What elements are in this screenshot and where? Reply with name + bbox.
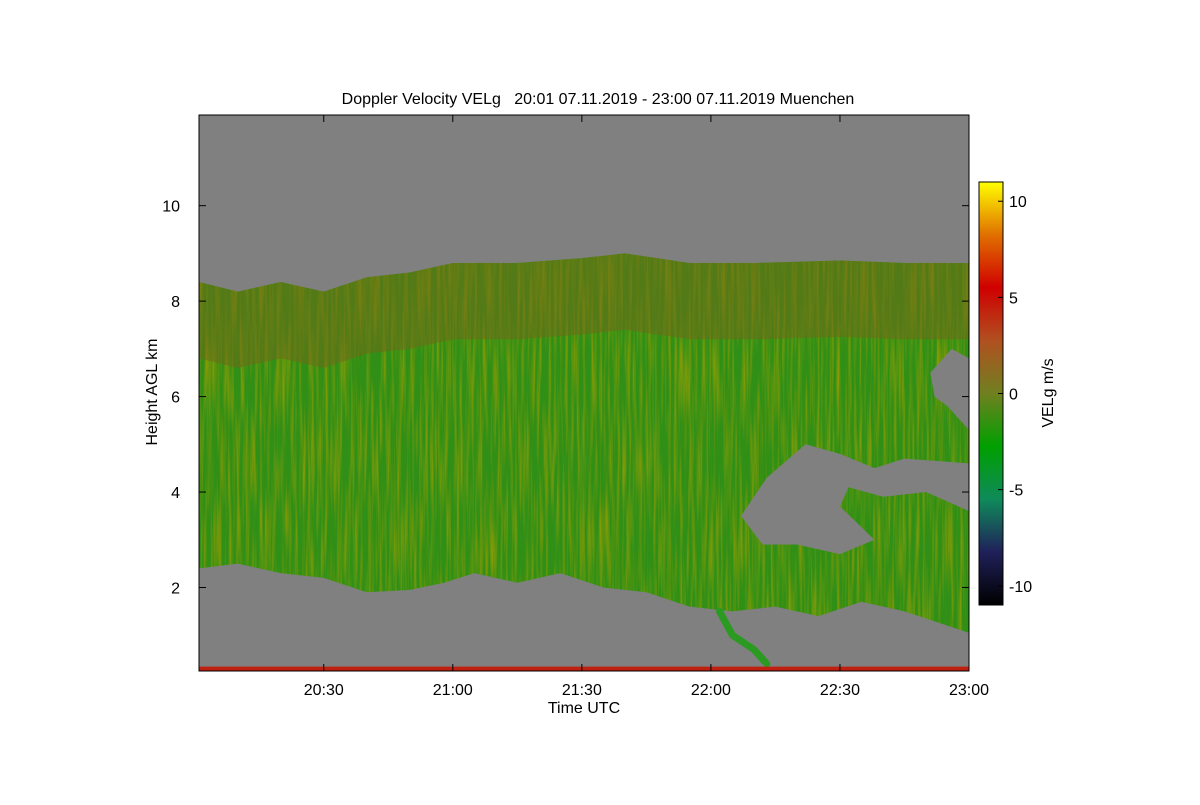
main-cloud-upper-band <box>199 253 969 368</box>
colorbar-tick-label: -5 <box>1009 483 1023 500</box>
x-tick-label: 22:00 <box>691 682 731 699</box>
x-tick-label: 22:30 <box>820 682 860 699</box>
clear-notch-23h <box>930 348 969 430</box>
y-tick-label: 8 <box>171 294 180 311</box>
x-axis: 20:30 21:00 21:30 22:00 22:30 23:00 <box>304 115 989 699</box>
chart-title: Doppler Velocity VELg 20:01 07.11.2019 -… <box>342 91 855 108</box>
x-tick-label: 21:30 <box>562 682 602 699</box>
y-tick-label: 2 <box>171 580 180 597</box>
plot-frame <box>198 114 970 672</box>
colorbar-tick-label: 0 <box>1009 387 1018 404</box>
clear-pocket-22h <box>741 444 969 555</box>
x-axis-label: Time UTC <box>548 700 620 717</box>
plot-area <box>199 115 969 671</box>
colorbar: 10 5 0 -5 -10 VELg m/s <box>978 181 1057 606</box>
fall-streak <box>716 607 771 668</box>
ground-clutter-line <box>199 666 969 671</box>
y-axis: 2 4 6 8 10 <box>162 199 969 597</box>
colorbar-tick-label: -10 <box>1009 579 1032 596</box>
y-axis-label: Height AGL km <box>144 338 161 445</box>
x-tick-label: 23:00 <box>949 682 989 699</box>
colorbar-tick-label: 10 <box>1009 194 1027 211</box>
x-tick-label: 20:30 <box>304 682 344 699</box>
colorbar-tick-label: 5 <box>1009 290 1018 307</box>
x-tick-label: 21:00 <box>433 682 473 699</box>
y-tick-label: 6 <box>171 390 180 407</box>
y-tick-label: 4 <box>171 485 180 502</box>
colorbar-label: VELg m/s <box>1040 358 1057 427</box>
y-tick-label: 10 <box>162 199 180 216</box>
